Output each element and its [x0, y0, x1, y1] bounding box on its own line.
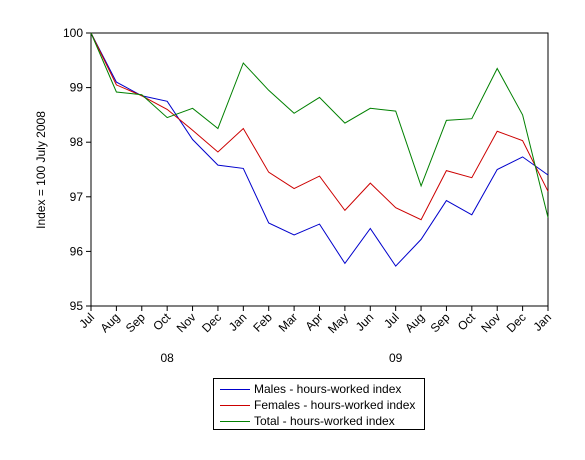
x-tick-label: Oct: [455, 310, 479, 334]
y-tick-label: 97: [70, 190, 84, 204]
y-tick-label: 100: [63, 26, 83, 40]
y-tick-label: 96: [70, 244, 84, 258]
y-tick-label: 98: [70, 135, 84, 149]
legend-item-total: Total - hours-worked index: [214, 413, 424, 429]
chart-legend: Males - hours-worked index Females - hou…: [213, 378, 425, 430]
legend-swatch-females: [220, 404, 250, 406]
x-tick-label: Jul: [381, 310, 402, 331]
legend-label-total: Total - hours-worked index: [254, 414, 395, 428]
x-axis: Jul Aug Sep Oct Nov Dec Jan Feb Mar Apr May Jun Jul A…: [76, 306, 554, 365]
x-tick-label: Nov: [478, 310, 503, 335]
x-tick-label: Sep: [123, 310, 148, 335]
legend-swatch-males: [220, 388, 250, 390]
plot-frame: [90, 32, 549, 307]
x-tick-label: Mar: [276, 310, 301, 335]
series-line-1: [90, 32, 549, 221]
y-axis-label: Index = 100 July 2008: [34, 111, 48, 229]
x-tick-label: Jan: [531, 310, 555, 334]
x-tick-label: Feb: [250, 310, 275, 335]
x-tick-label: Jan: [226, 310, 250, 334]
x-tick-label: Sep: [428, 310, 453, 335]
y-axis: 95 96 97 98 99 100: [63, 26, 91, 313]
x-year-label: 09: [389, 351, 403, 365]
x-tick-label: Dec: [199, 310, 224, 335]
legend-swatch-total: [220, 420, 250, 422]
x-tick-label: Jun: [353, 310, 377, 334]
legend-item-males: Males - hours-worked index: [214, 381, 424, 397]
x-tick-label: Jul: [76, 310, 97, 331]
legend-label-males: Males - hours-worked index: [254, 382, 402, 396]
x-tick-label: Aug: [402, 310, 427, 335]
x-tick-label: Nov: [174, 310, 199, 335]
x-year-label: 08: [160, 351, 174, 365]
y-tick-label: 99: [70, 81, 84, 95]
legend-item-females: Females - hours-worked index: [214, 397, 424, 413]
series-line-0: [90, 32, 549, 267]
x-tick-label: Apr: [303, 310, 326, 333]
legend-label-females: Females - hours-worked index: [254, 398, 416, 412]
y-tick-label: 95: [70, 299, 84, 313]
x-tick-label: Aug: [98, 310, 123, 335]
x-tick-label: Oct: [150, 310, 174, 334]
series-line-2: [90, 32, 549, 218]
x-tick-label: Dec: [504, 310, 529, 335]
series-lines: [90, 32, 549, 267]
x-tick-label: May: [325, 310, 351, 336]
